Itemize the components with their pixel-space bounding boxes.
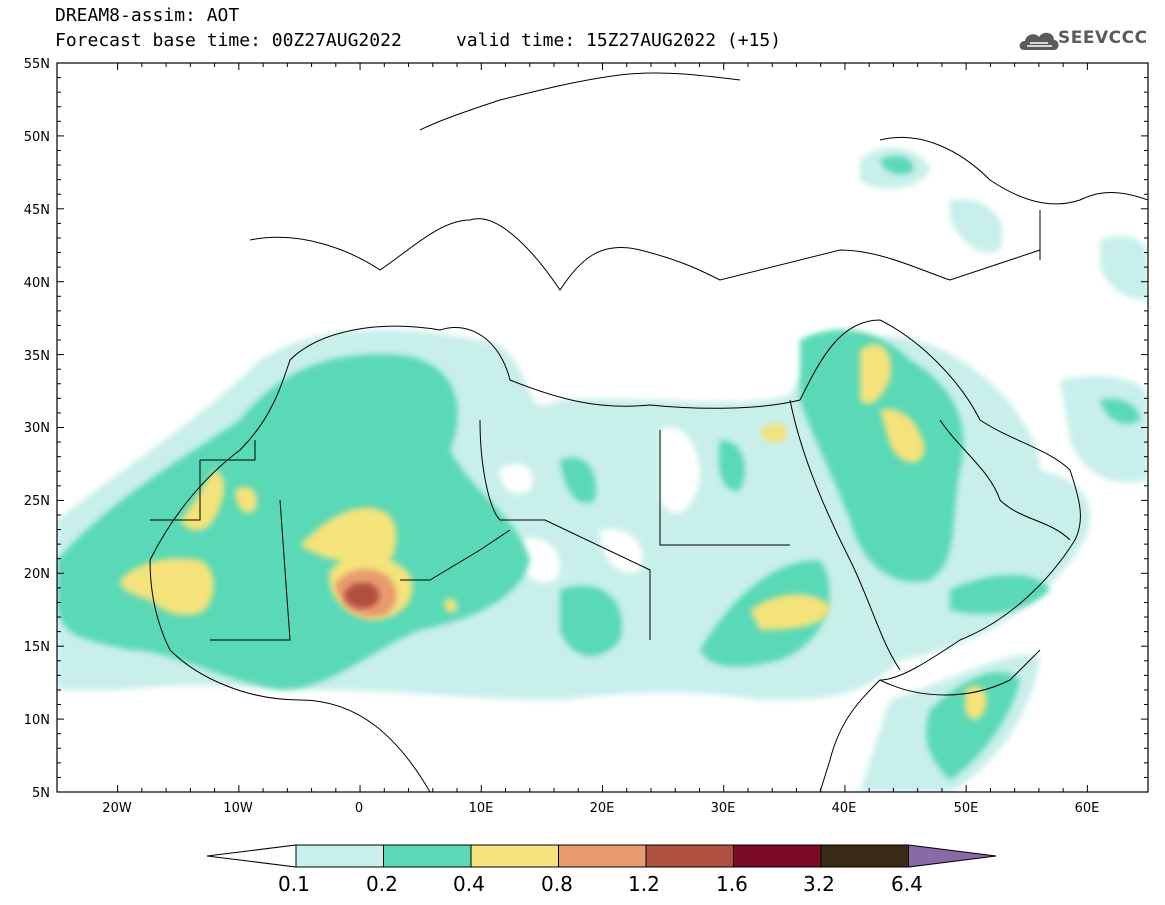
colorbar-label: 1.6: [716, 872, 748, 896]
colorbar-swatch: [558, 844, 647, 868]
lat-label: 50N: [24, 130, 50, 145]
forecast-times: Forecast base time: 00Z27AUG2022 valid t…: [55, 30, 782, 51]
colorbar-label: 0.1: [278, 872, 310, 896]
colorbar-label: 0.8: [541, 872, 573, 896]
lon-label: 20W: [102, 801, 132, 816]
lon-label: 0: [355, 801, 363, 816]
logo-text: SEEVCCC: [1058, 28, 1148, 48]
lon-label: 20E: [590, 801, 615, 816]
coastlines: [149, 72, 1148, 792]
colorbar-swatch: [383, 844, 472, 868]
cloud-icon: [1019, 32, 1059, 50]
lon-label: 50E: [954, 801, 979, 816]
axis-ticks: [57, 63, 1148, 792]
colorbar-label: 3.2: [803, 872, 835, 896]
colorbar-swatch: [733, 844, 822, 868]
lon-label: 40E: [832, 801, 857, 816]
colorbar-high-arrow: [908, 844, 997, 868]
colorbar-label: 0.2: [366, 872, 398, 896]
lat-label: 55N: [24, 57, 50, 72]
lon-label: 30E: [711, 801, 736, 816]
colorbar-low-arrow: [206, 844, 297, 868]
lon-label: 10E: [469, 801, 494, 816]
colorbar-label: 0.4: [453, 872, 485, 896]
lat-label: 35N: [24, 349, 50, 364]
colorbar-swatch: [820, 844, 909, 868]
lat-label: 10N: [24, 713, 50, 728]
lon-label: 10W: [223, 801, 253, 816]
lat-label: 5N: [32, 786, 50, 801]
colorbar-swatch: [470, 844, 559, 868]
lon-label: 60E: [1075, 801, 1100, 816]
colorbar: [206, 844, 997, 868]
longitude-labels: 20W 10W 0 10E 20E 30E 40E 50E 60E: [102, 801, 1099, 816]
aot-shading: [57, 147, 1148, 792]
lat-label: 45N: [24, 203, 50, 218]
colorbar-swatch: [295, 844, 384, 868]
colorbar-label: 6.4: [891, 872, 923, 896]
lat-label: 30N: [24, 421, 50, 436]
latitude-labels: 55N 50N 45N 40N 35N 30N 25N 20N 15N 10N …: [24, 57, 50, 801]
colorbar-swatch: [645, 844, 734, 868]
colorbar-label: 1.2: [628, 872, 660, 896]
lat-label: 20N: [24, 567, 50, 582]
lat-label: 40N: [24, 276, 50, 291]
chart-title: DREAM8-assim: AOT: [55, 5, 240, 26]
lat-label: 25N: [24, 494, 50, 509]
lat-label: 15N: [24, 640, 50, 655]
